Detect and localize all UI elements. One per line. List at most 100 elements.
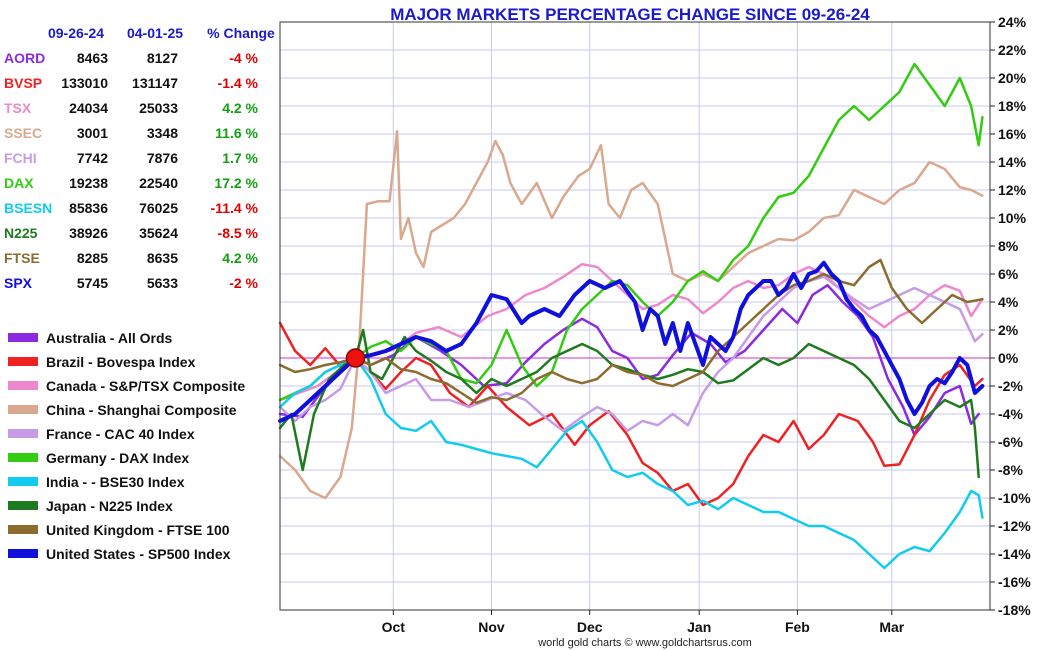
x-axis-ticks: Oct Nov Dec Jan Feb Mar: [382, 610, 905, 635]
table-change-value: 11.6 %: [215, 125, 258, 141]
table-end-value: 8127: [147, 50, 178, 66]
baseline-marker: [345, 348, 366, 368]
y-tick-label: 10%: [998, 210, 1027, 226]
legend-swatch: [8, 381, 38, 390]
series-line-8: [278, 258, 984, 405]
legend-swatch: [8, 429, 38, 438]
table-start-value: 3001: [77, 125, 108, 141]
y-tick-label: -6%: [998, 434, 1023, 450]
table-change-value: -1.4 %: [218, 75, 259, 91]
legend-label: United States - SP500 Index: [46, 546, 231, 562]
y-tick-label: 22%: [998, 42, 1027, 58]
legend-swatch: [8, 405, 38, 414]
table-change-value: -11.4 %: [211, 200, 259, 216]
table-end-value: 131147: [132, 75, 178, 91]
series-line-5: [278, 62, 984, 402]
table-code: FCHI: [4, 150, 37, 166]
table-start-value: 8463: [77, 50, 108, 66]
y-tick-label: -18%: [998, 602, 1031, 618]
y-tick-label: 4%: [998, 294, 1019, 310]
legend-swatch: [8, 333, 38, 342]
y-tick-label: 6%: [998, 266, 1019, 282]
x-tick-label: Nov: [478, 619, 505, 635]
y-tick-label: -12%: [998, 518, 1031, 534]
table-end-value: 7876: [147, 150, 178, 166]
summary-table: 09-26-24 04-01-25 % Change AORD 8463 8127 -4 %…: [4, 25, 275, 291]
series-lines: [278, 62, 985, 570]
legend-label: Brazil - Bovespa Index: [46, 354, 196, 370]
table-header: 04-01-25: [127, 25, 183, 41]
y-tick-label: 16%: [998, 126, 1027, 142]
y-tick-label: 18%: [998, 98, 1027, 114]
table-end-value: 35624: [139, 225, 178, 241]
table-change-value: -8.5 %: [218, 225, 259, 241]
legend-swatch: [8, 525, 38, 534]
table-change-value: 4.2 %: [222, 250, 258, 266]
x-tick-label: Dec: [577, 619, 603, 635]
table-code: SSEC: [4, 125, 42, 141]
y-tick-label: -8%: [998, 462, 1023, 478]
table-start-value: 7742: [77, 150, 108, 166]
y-tick-label: -10%: [998, 490, 1031, 506]
plot-frame-rect: [279, 21, 991, 611]
y-tick-label: -4%: [998, 406, 1023, 422]
x-tick-label: Oct: [382, 619, 406, 635]
table-start-value: 8285: [77, 250, 108, 266]
table-change-value: 17.2 %: [214, 175, 258, 191]
y-tick-label: 12%: [998, 182, 1027, 198]
legend-swatch: [8, 501, 38, 510]
table-code: N225: [4, 225, 38, 241]
table-change-value: -2 %: [229, 275, 258, 291]
table-code: SPX: [4, 275, 33, 291]
table-start-value: 133010: [61, 75, 108, 91]
series-line-4: [278, 275, 984, 433]
legend-label: China - Shanghai Composite: [46, 402, 237, 418]
legend: Australia - All Ords Brazil - Bovespa Ind…: [8, 330, 245, 562]
table-code: BVSP: [4, 75, 42, 91]
legend-swatch: [8, 549, 38, 558]
y-tick-label: 14%: [998, 154, 1027, 170]
plot-frame: [279, 21, 991, 611]
table-change-value: 1.7 %: [222, 150, 258, 166]
chart-title: MAJOR MARKETS PERCENTAGE CHANGE SINCE 09…: [390, 5, 870, 24]
table-start-value: 5745: [77, 275, 108, 291]
table-code: DAX: [4, 175, 34, 191]
legend-label: Germany - DAX Index: [46, 450, 189, 466]
series-line-9: [278, 260, 985, 423]
x-tick-label: Mar: [879, 619, 904, 635]
chart-credit: world gold charts © www.goldchartsrus.co…: [537, 637, 752, 649]
table-change-value: -4 %: [229, 50, 258, 66]
baseline-marker-dot: [345, 348, 366, 368]
y-tick-label: -2%: [998, 378, 1023, 394]
legend-label: Australia - All Ords: [46, 330, 173, 346]
table-end-value: 22540: [139, 175, 178, 191]
series-line-2: [278, 262, 984, 402]
y-tick-label: 0%: [998, 350, 1019, 366]
table-end-value: 5633: [147, 275, 178, 291]
series-line-7: [278, 328, 980, 479]
table-code: FTSE: [4, 250, 40, 266]
table-start-value: 85836: [69, 200, 108, 216]
y-axis-ticks: -18% -16% -14% -12% -10% -8% -6% -4% -2% 0% 2% 4% 6%…: [990, 14, 1031, 618]
legend-label: United Kingdom - FTSE 100: [46, 522, 230, 538]
legend-label: France - CAC 40 Index: [46, 426, 195, 442]
table-end-value: 76025: [139, 200, 178, 216]
series-line-1: [278, 321, 984, 507]
table-start-value: 24034: [69, 100, 108, 116]
y-tick-label: 20%: [998, 70, 1027, 86]
x-tick-label: Feb: [785, 619, 810, 635]
table-code: BSESN: [4, 200, 52, 216]
legend-swatch: [8, 477, 38, 486]
table-change-value: 4.2 %: [222, 100, 258, 116]
table-code: TSX: [4, 100, 32, 116]
table-header: 09-26-24: [48, 25, 104, 41]
legend-label: Japan - N225 Index: [46, 498, 173, 514]
y-tick-label: -16%: [998, 574, 1031, 590]
legend-label: Canada - S&P/TSX Composite: [46, 378, 245, 394]
y-tick-label: -14%: [998, 546, 1031, 562]
y-tick-label: 24%: [998, 14, 1027, 30]
table-code: AORD: [4, 50, 45, 66]
y-tick-label: 2%: [998, 322, 1019, 338]
table-end-value: 3348: [147, 125, 178, 141]
